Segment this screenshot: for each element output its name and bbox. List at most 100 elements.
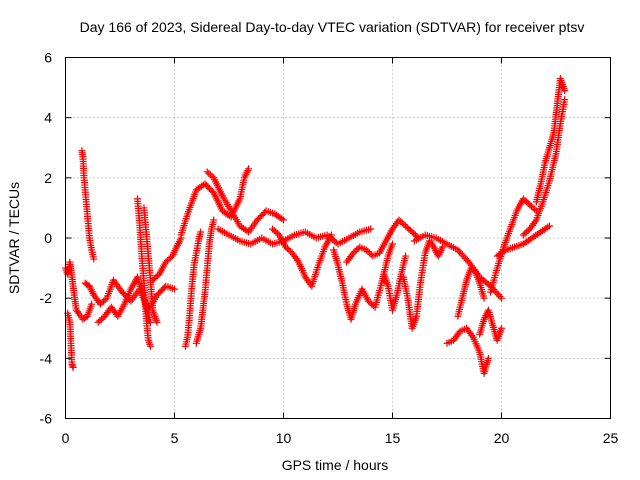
data-point-fill	[353, 246, 361, 254]
data-point-fill	[152, 273, 160, 281]
data-point-fill	[496, 292, 504, 300]
data-point-fill	[403, 223, 411, 231]
y-axis-label: SDTVAR / TECUs	[6, 182, 22, 294]
data-point	[519, 231, 527, 239]
data-point	[149, 276, 157, 284]
series-arc-t	[454, 264, 488, 320]
x-tick-label: 20	[494, 430, 510, 446]
series-arc-b	[64, 309, 77, 371]
x-tick-label: 25	[603, 430, 619, 446]
x-tick-label: 15	[385, 430, 401, 446]
data-point-fill	[165, 255, 173, 263]
y-tick-label: 0	[44, 230, 52, 246]
data-point-fill	[527, 202, 535, 210]
series-arc-i	[181, 228, 205, 350]
data-point	[484, 354, 492, 362]
chart-title: Day 166 of 2023, Sidereal Day-to-day VTE…	[80, 19, 585, 35]
data-point-fill	[406, 226, 414, 234]
series-arc-u	[443, 324, 492, 377]
data-point	[197, 228, 205, 236]
series-arc-f	[133, 195, 155, 350]
data-point-fill	[462, 255, 470, 263]
data-point	[210, 216, 218, 224]
series-arc-r	[399, 237, 447, 332]
data-point-fill	[208, 172, 216, 180]
data-point-fill	[410, 229, 418, 237]
series-arc-h	[149, 234, 185, 284]
data-point-fill	[524, 226, 532, 234]
data-point	[153, 318, 161, 326]
data-point-fill	[272, 228, 280, 236]
data-point-fill	[206, 171, 214, 179]
data-point	[402, 252, 410, 260]
series-arc-p	[343, 216, 423, 266]
data-point-fill	[523, 198, 531, 206]
grid-lines	[65, 57, 611, 419]
data-points	[62, 75, 569, 377]
data-point-fill	[351, 248, 359, 256]
data-point-fill	[523, 228, 531, 236]
data-point	[171, 285, 178, 293]
data-point-fill	[205, 169, 213, 177]
data-point	[561, 96, 569, 104]
data-point-fill	[98, 299, 106, 307]
data-point	[90, 255, 98, 263]
series-arc-k	[192, 216, 218, 347]
series-arc-m	[214, 225, 375, 248]
x-tick-labels: 0 5 10 15 20 25	[62, 430, 619, 446]
data-point-fill	[405, 225, 413, 233]
data-point-fill	[154, 272, 162, 280]
data-point-fill	[524, 199, 532, 207]
data-point-fill	[285, 246, 293, 254]
data-point	[519, 195, 527, 203]
data-point-fill	[364, 248, 372, 256]
data-point	[162, 258, 170, 266]
data-point-fill	[494, 291, 502, 299]
data-point	[96, 300, 104, 308]
x-tick-label: 0	[62, 430, 70, 446]
data-point	[362, 246, 370, 254]
data-point	[245, 165, 253, 173]
data-point	[349, 249, 357, 257]
data-point-fill	[411, 231, 419, 239]
data-point-fill	[460, 253, 468, 261]
data-point	[280, 216, 287, 224]
data-point	[498, 294, 505, 302]
data-point-fill	[463, 256, 471, 264]
data-point-fill	[163, 257, 171, 265]
series-arc-z	[519, 96, 569, 239]
data-point-fill	[491, 287, 499, 295]
data-point	[408, 228, 416, 236]
data-point	[367, 225, 375, 233]
y-tick-label: 2	[44, 170, 52, 186]
data-point	[282, 243, 290, 251]
data-point	[94, 318, 102, 326]
y-tick-label: -2	[40, 290, 53, 306]
data-point-fill	[96, 317, 104, 325]
data-point-fill	[521, 196, 529, 204]
data-point	[402, 222, 410, 230]
data-point-fill	[270, 226, 278, 234]
y-tick-label: -6	[40, 411, 53, 427]
series-arc-o	[330, 240, 396, 323]
data-point	[147, 342, 155, 350]
data-point-fill	[73, 308, 81, 316]
y-tick-label: -4	[40, 350, 53, 366]
data-point-fill	[398, 219, 406, 227]
x-tick-label: 10	[276, 430, 292, 446]
data-point	[269, 225, 277, 233]
plot-frame	[65, 57, 611, 419]
data-point	[389, 240, 396, 248]
data-point	[498, 324, 505, 332]
series-arc-l	[203, 168, 287, 236]
data-point-fill	[101, 296, 109, 304]
data-point-fill	[100, 297, 108, 305]
series-arc-x	[493, 222, 553, 260]
data-point	[88, 300, 96, 308]
y-tick-label: 6	[44, 50, 52, 66]
data-point-fill	[150, 275, 158, 283]
x-tick-label: 5	[171, 430, 179, 446]
data-point	[545, 222, 553, 230]
data-point-fill	[397, 217, 405, 225]
y-tick-labels: -6 -4 -2 0 2 4 6	[40, 50, 53, 427]
